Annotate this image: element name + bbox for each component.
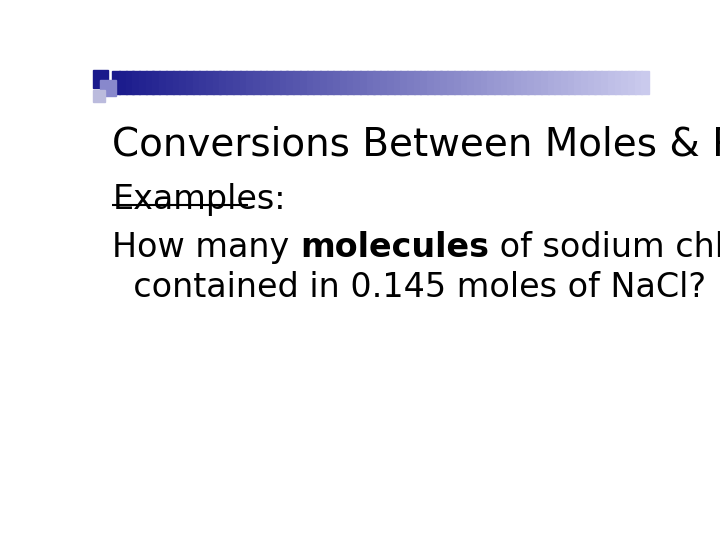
Bar xyxy=(313,71,321,94)
Bar xyxy=(581,71,589,94)
Bar xyxy=(554,71,562,94)
Bar xyxy=(193,71,200,94)
Bar xyxy=(407,71,415,94)
Bar xyxy=(233,71,240,94)
Bar xyxy=(387,71,395,94)
Bar xyxy=(366,71,374,94)
Bar xyxy=(567,71,575,94)
Text: How many: How many xyxy=(112,231,300,264)
Bar xyxy=(93,90,105,102)
Bar xyxy=(548,71,555,94)
Bar xyxy=(199,71,207,94)
Bar xyxy=(561,71,569,94)
Bar xyxy=(447,71,455,94)
Bar xyxy=(293,71,301,94)
Bar xyxy=(226,71,234,94)
Bar xyxy=(186,71,194,94)
Bar xyxy=(220,71,228,94)
Bar xyxy=(575,71,582,94)
Bar xyxy=(206,71,214,94)
Bar xyxy=(279,71,287,94)
Bar xyxy=(628,71,636,94)
Text: Conversions Between Moles & Particles: Conversions Between Moles & Particles xyxy=(112,125,720,163)
Bar xyxy=(253,71,261,94)
Bar xyxy=(119,71,127,94)
Bar xyxy=(273,71,281,94)
Bar xyxy=(427,71,435,94)
Bar xyxy=(441,71,449,94)
Bar xyxy=(287,71,294,94)
Bar xyxy=(595,71,602,94)
Bar xyxy=(461,71,468,94)
Bar xyxy=(541,71,549,94)
Bar xyxy=(528,71,535,94)
Bar xyxy=(213,71,220,94)
Bar xyxy=(621,71,629,94)
Bar xyxy=(420,71,428,94)
Bar xyxy=(300,71,307,94)
Bar xyxy=(327,71,334,94)
Bar xyxy=(494,71,502,94)
Bar xyxy=(100,80,116,96)
Text: molecules: molecules xyxy=(300,231,489,264)
Bar xyxy=(467,71,475,94)
Bar xyxy=(414,71,421,94)
Bar xyxy=(333,71,341,94)
Bar xyxy=(307,71,315,94)
Bar xyxy=(454,71,462,94)
Bar xyxy=(534,71,542,94)
Bar xyxy=(642,71,649,94)
Bar xyxy=(400,71,408,94)
Bar xyxy=(634,71,642,94)
Bar xyxy=(112,71,120,94)
Bar xyxy=(340,71,348,94)
Bar xyxy=(487,71,495,94)
Bar xyxy=(179,71,187,94)
Bar xyxy=(159,71,167,94)
Bar xyxy=(521,71,528,94)
Bar xyxy=(132,71,140,94)
Bar xyxy=(153,71,161,94)
Bar xyxy=(240,71,248,94)
Bar xyxy=(514,71,522,94)
Bar xyxy=(601,71,609,94)
Bar xyxy=(354,71,361,94)
Bar xyxy=(588,71,595,94)
Bar xyxy=(126,71,133,94)
Bar xyxy=(374,71,382,94)
Bar xyxy=(93,70,109,87)
Bar xyxy=(500,71,508,94)
Bar xyxy=(266,71,274,94)
Bar xyxy=(246,71,254,94)
Bar xyxy=(615,71,622,94)
Bar xyxy=(320,71,328,94)
Bar xyxy=(139,71,147,94)
Bar xyxy=(145,71,153,94)
Bar xyxy=(508,71,516,94)
Bar xyxy=(481,71,488,94)
Bar xyxy=(173,71,181,94)
Text: contained in 0.145 moles of NaCl?: contained in 0.145 moles of NaCl? xyxy=(112,271,706,303)
Bar xyxy=(608,71,616,94)
Bar xyxy=(347,71,354,94)
Bar xyxy=(394,71,401,94)
Bar xyxy=(380,71,388,94)
Bar xyxy=(474,71,482,94)
Bar xyxy=(433,71,441,94)
Bar xyxy=(260,71,267,94)
Bar xyxy=(360,71,368,94)
Text: of sodium chloride are: of sodium chloride are xyxy=(489,231,720,264)
Bar xyxy=(166,71,174,94)
Text: Examples:: Examples: xyxy=(112,183,286,217)
